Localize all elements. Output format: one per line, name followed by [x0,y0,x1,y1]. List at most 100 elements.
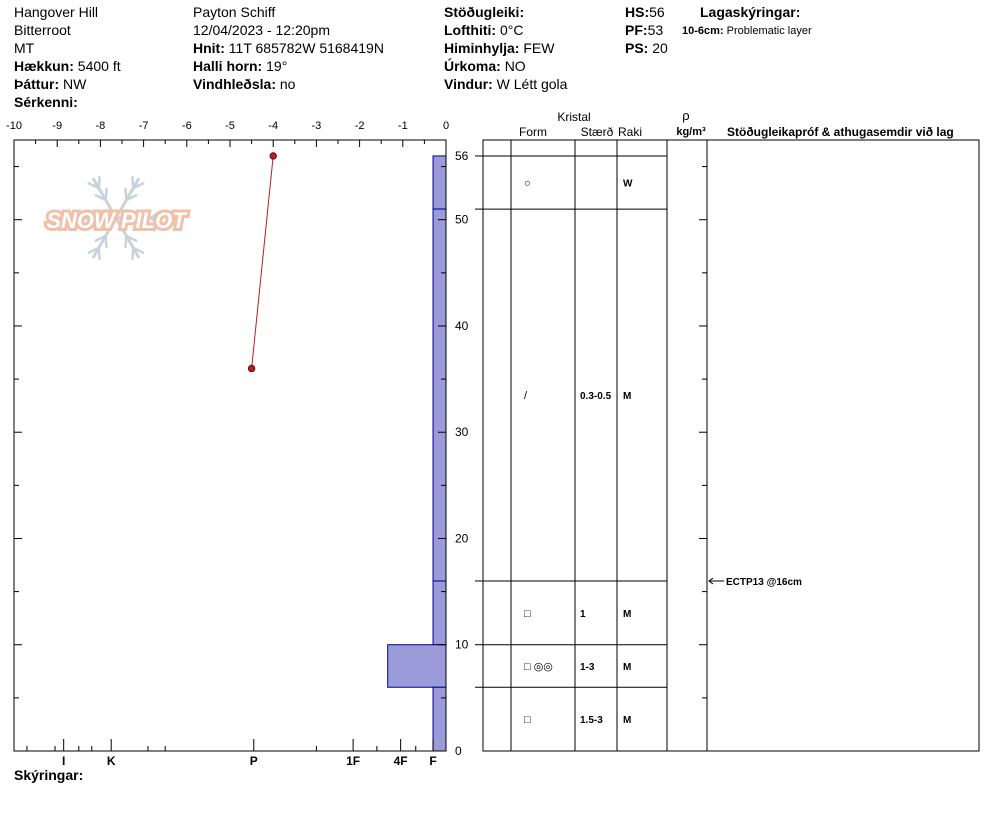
wind-row: Vindur: W Létt gola [444,75,567,93]
elevation-value: 5400 ft [77,58,121,74]
coords-value: 11T 685782W 5168419N [228,40,384,56]
layer-form: / [524,390,528,402]
air-temp-label: Lofthiti: [444,22,497,38]
hardness-label: I [62,754,65,768]
temp-tick-label: -7 [139,120,149,132]
temperature-line [251,155,274,369]
layer-table: Kristal Form Stærð Raki ρ kg/m³ Stöðugleikapró… [475,108,980,752]
hs-label: HS: [625,4,650,20]
sky-row: Himinhylja: FEW [444,39,567,57]
layer-moisture: M [623,609,631,620]
temp-tick-label: -5 [225,120,235,132]
snowflake-branch [135,216,148,226]
aspect-row: Þáttur: NW [14,75,121,93]
snowflake-branch [132,181,145,190]
layer-notes-entry: 10-6cm: Problematic layer [682,22,812,40]
pf-label: PF: [625,22,648,38]
layer-notes: Lagaskýringar: [700,3,800,21]
coords-label: Hnit: [193,40,225,56]
hardness-bar [432,155,447,210]
coords-row: Hnit: 11T 685782W 5168419N [193,39,384,57]
height-tick-label: 30 [455,425,469,439]
state: MT [14,40,35,56]
header-density-symbol: ρ [682,108,689,123]
ps-value: 20 [652,40,668,56]
header-kristal: Kristal [557,110,590,124]
snowflake-branch [131,247,135,260]
air-temp-row: Lofthiti: 0°C [444,21,567,39]
temp-tick-label: -2 [355,120,365,132]
snowflake-branch [104,188,108,201]
hardness-bar [432,686,447,752]
wind-label: Vindur: [444,76,493,92]
table-frame [482,139,980,752]
layer-form: □ [524,714,531,726]
snow-pilot-logo: SNOW PILOT [43,176,190,260]
layer-form: □ ◎◎ [524,661,553,673]
snowflake-branch [124,188,128,201]
snowflake-arm [114,217,141,259]
height-tick-label: 40 [455,319,469,333]
temperature-point [269,152,277,160]
header-density-unit: kg/m³ [676,126,706,138]
features-row: Sérkenni: [14,93,121,111]
layer-moisture: M [623,715,631,726]
test-arrow-head [708,577,714,585]
snowflake-branch [97,247,101,260]
temp-tick-label: -3 [312,120,322,132]
snowflake-branch [70,216,83,226]
aspect-value: NW [63,76,87,92]
hardness-bar [387,644,447,688]
hardness-label: 4F [394,754,408,768]
temp-tick-label: -9 [52,120,62,132]
logo-text: SNOW PILOT [46,208,187,233]
temp-tick-label: -8 [96,120,106,132]
snowflake-arm [114,177,141,219]
snowflake-arm [91,217,118,259]
layer-size: 1.5-3 [580,715,603,726]
layer-size: 1 [580,609,586,620]
wind-value: W Létt gola [496,76,568,92]
header-col-2: Payton Schiff 12/04/2023 - 12:20pm Hnit:… [193,3,384,93]
snowflake-branch [104,235,108,248]
elevation-row: Hækkun: 5400 ft [14,57,121,75]
elevation-label: Hækkun: [14,58,74,74]
pf-row: PF:53 [625,21,668,39]
slope-value: 19° [266,58,288,74]
header-col-4: HS:56 PF:53 PS: 20 [625,3,668,57]
layer-notes-label-row: Lagaskýringar: [700,3,800,21]
slope-row: Halli horn: 19° [193,57,384,75]
snowflake-branch [94,193,107,202]
air-temp-value: 0°C [499,22,524,38]
snowflake-branch [70,210,83,220]
precip-value: NO [504,58,526,74]
sky-label: Himinhylja: [444,40,520,56]
observation-datetime: 12/04/2023 - 12:20pm [193,22,330,38]
precip-row: Úrkoma: NO [444,57,567,75]
snowflake-branch [125,234,138,243]
layer-form: □ [524,608,531,620]
snowflake-branch [84,216,97,226]
wind-loading-label: Vindhleðsla: [193,76,276,92]
hardness-bar [432,580,447,646]
snowflake-branch [94,234,107,243]
hs-value: 56 [649,4,665,20]
wind-loading-value: no [279,76,296,92]
layer-size: 1-3 [580,662,595,673]
hardness-label: 1F [346,754,360,768]
temp-tick-label: -10 [6,120,22,132]
hardness-bar [432,208,447,582]
header-col-3: Stöðugleiki: Lofthiti: 0°C Himinhylja: F… [444,3,567,93]
height-tick-label: 56 [455,149,469,163]
observer-name: Payton Schiff [193,4,276,20]
layer-form: ○ [524,178,531,190]
layer-moisture: M [623,662,631,673]
stability-row: Stöðugleiki: [444,3,567,21]
pf-value: 53 [647,22,664,38]
snowflake-icon [70,176,162,260]
test-result: ECTP13 @16cm [726,577,802,588]
notes-label: Skýringar: [14,767,84,783]
layer-size: 0.3-0.5 [580,391,612,402]
layer-moisture: M [623,391,631,402]
temperature-point [247,364,256,373]
